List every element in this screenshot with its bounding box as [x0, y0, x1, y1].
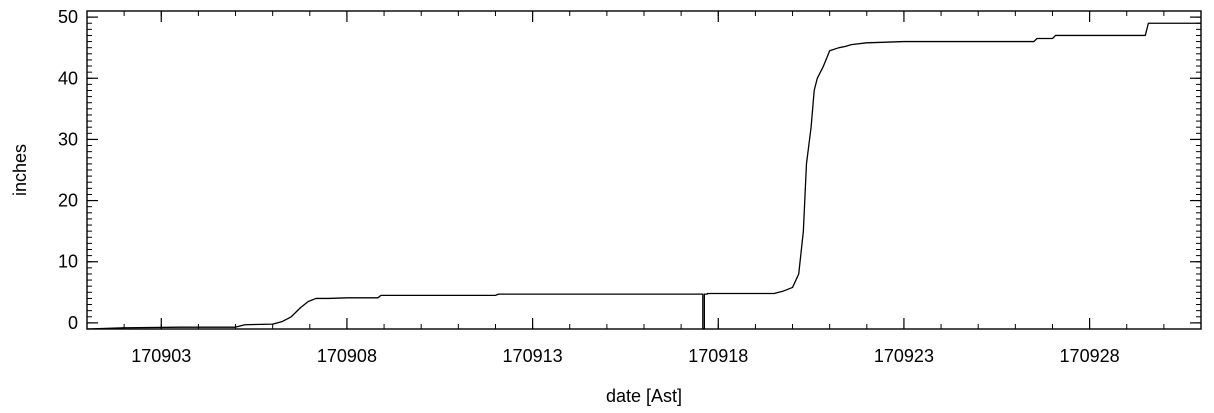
plot-frame	[86, 10, 1202, 330]
y-tick-label: 10	[58, 252, 78, 272]
y-tick-label: 30	[58, 129, 78, 149]
y-ticks: 0 10 20 30 40 50	[58, 7, 1201, 333]
x-ticks: 170903 170908 170913 170918 170923 170928	[86, 11, 1202, 366]
x-tick-label: 170913	[503, 346, 563, 366]
x-tick-label: 170923	[874, 346, 934, 366]
y-tick-label: 40	[58, 68, 78, 88]
series-line-0	[86, 22, 1201, 330]
x-tick-label: 170908	[317, 346, 377, 366]
y-tick-label: 50	[58, 7, 78, 27]
y-tick-label: 0	[68, 313, 78, 333]
plot-content	[86, 22, 1201, 330]
y-tick-label: 20	[58, 191, 78, 211]
y-axis-title: inches	[10, 144, 30, 196]
x-tick-label: 170928	[1060, 346, 1120, 366]
x-axis-title: date [Ast]	[606, 386, 682, 406]
x-tick-label: 170903	[131, 346, 191, 366]
x-tick-label: 170918	[688, 346, 748, 366]
